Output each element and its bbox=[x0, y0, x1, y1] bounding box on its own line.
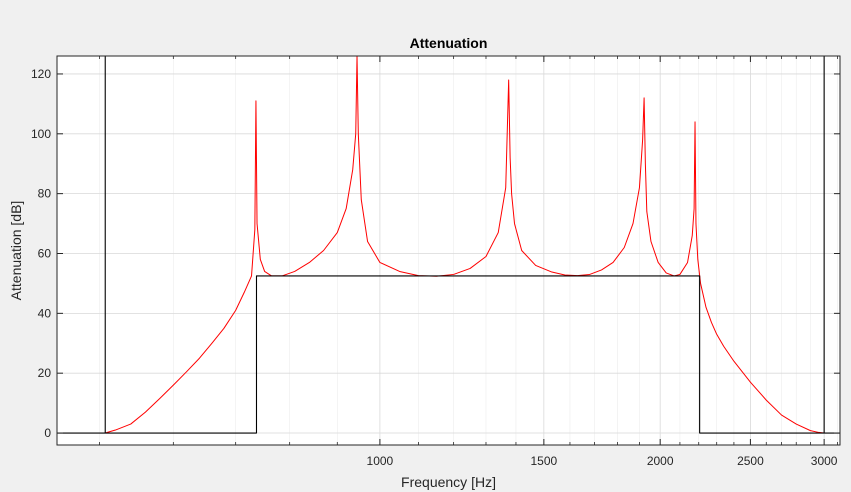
x-axis-label: Frequency [Hz] bbox=[401, 474, 496, 490]
y-tick-label: 40 bbox=[38, 306, 52, 320]
axis-ticks: 1000 1500 2000 2500 3000 0 20 40 60 80 100 120 bbox=[31, 56, 840, 468]
y-tick-label: 0 bbox=[44, 426, 51, 440]
mask-line bbox=[57, 56, 840, 434]
y-tick-label: 80 bbox=[38, 187, 52, 201]
axes-box bbox=[56, 55, 841, 446]
axes-background bbox=[57, 56, 840, 445]
x-tick-label: 1500 bbox=[531, 454, 558, 468]
minor-grid bbox=[99, 56, 838, 445]
attenuation-series bbox=[57, 56, 840, 434]
chart-title: Attenuation bbox=[410, 35, 488, 51]
mask-series bbox=[57, 56, 840, 434]
x-tick-label: 3000 bbox=[811, 454, 838, 468]
attenuation-line bbox=[57, 56, 840, 434]
y-tick-label: 20 bbox=[38, 366, 52, 380]
x-tick-label: 1000 bbox=[367, 454, 394, 468]
y-tick-label: 100 bbox=[31, 127, 51, 141]
y-tick-label: 60 bbox=[38, 246, 52, 260]
x-tick-label: 2500 bbox=[737, 454, 764, 468]
x-tick-label: 2000 bbox=[647, 454, 674, 468]
y-axis-label: Attenuation [dB] bbox=[8, 201, 24, 301]
series-layer bbox=[57, 56, 840, 434]
y-tick-label: 120 bbox=[31, 67, 51, 81]
